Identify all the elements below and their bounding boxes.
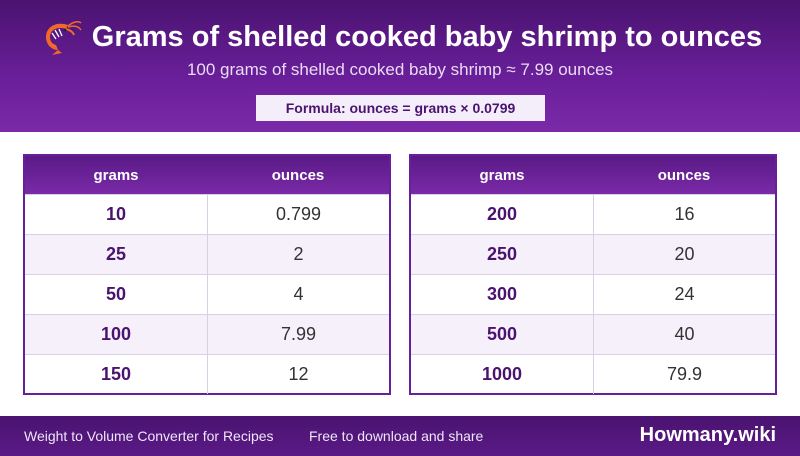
- ounces-value: 40: [593, 315, 775, 354]
- ounces-value: 24: [593, 275, 775, 314]
- table-header: grams ounces: [411, 156, 775, 194]
- ounces-value: 16: [593, 195, 775, 234]
- ounces-value: 4: [207, 275, 389, 314]
- header-banner: Grams of shelled cooked baby shrimp to o…: [0, 0, 800, 132]
- table-row: 250 20: [411, 234, 775, 274]
- footer-bar: Weight to Volume Converter for Recipes F…: [0, 416, 800, 456]
- footer-share-note: Free to download and share: [309, 428, 484, 444]
- page-subtitle: 100 grams of shelled cooked baby shrimp …: [186, 60, 614, 79]
- grams-value: 100: [100, 324, 132, 344]
- grams-value: 500: [486, 324, 518, 344]
- table-row: 150 12: [25, 354, 389, 394]
- grams-value: 150: [100, 364, 132, 384]
- table-row: 50 4: [25, 274, 389, 314]
- grams-value: 200: [486, 204, 518, 224]
- table-row: 500 40: [411, 314, 775, 354]
- brand-logo-text[interactable]: Howmany.wiki: [639, 424, 776, 446]
- title-row: Grams of shelled cooked baby shrimp to o…: [0, 14, 800, 60]
- column-header-ounces: ounces: [271, 166, 325, 184]
- grams-value: 10: [105, 204, 127, 224]
- column-header-grams: grams: [93, 166, 139, 184]
- column-header-ounces: ounces: [657, 166, 711, 184]
- grams-value: 250: [486, 244, 518, 264]
- ounces-value: 79.9: [593, 355, 775, 394]
- ounces-value: 2: [207, 235, 389, 274]
- footer-tagline: Weight to Volume Converter for Recipes: [24, 428, 274, 444]
- column-header-grams: grams: [479, 166, 525, 184]
- grams-value: 50: [105, 284, 127, 304]
- table-row: 100 7.99: [25, 314, 389, 354]
- table-row: 200 16: [411, 194, 775, 234]
- ounces-value: 7.99: [207, 315, 389, 354]
- grams-value: 1000: [481, 364, 523, 384]
- page-title: Grams of shelled cooked baby shrimp to o…: [91, 20, 763, 53]
- table-row: 25 2: [25, 234, 389, 274]
- conversion-table-left: grams ounces 10 0.799 25 2 50 4 100 7.99…: [23, 154, 391, 395]
- conversion-table-right: grams ounces 200 16 250 20 300 24 500 40…: [409, 154, 777, 395]
- ounces-value: 20: [593, 235, 775, 274]
- table-row: 1000 79.9: [411, 354, 775, 394]
- ounces-value: 12: [207, 355, 389, 394]
- ounces-value: 0.799: [207, 195, 389, 234]
- table-header: grams ounces: [25, 156, 389, 194]
- shrimp-icon: [38, 17, 82, 57]
- table-row: 300 24: [411, 274, 775, 314]
- table-row: 10 0.799: [25, 194, 389, 234]
- grams-value: 25: [105, 244, 127, 264]
- formula-box: Formula: ounces = grams × 0.0799: [256, 95, 545, 121]
- grams-value: 300: [486, 284, 518, 304]
